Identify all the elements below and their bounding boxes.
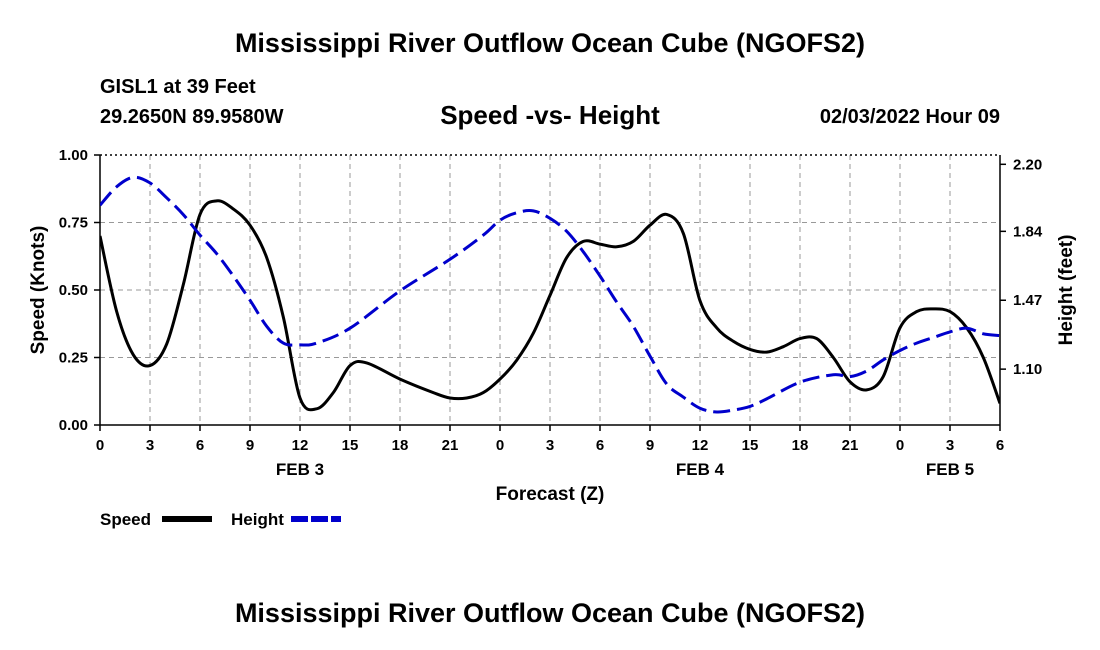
legend-height-label: Height xyxy=(231,510,284,529)
y-tick-label: 0.75 xyxy=(59,215,88,232)
day-label: FEB 4 xyxy=(676,460,725,479)
x-tick-label: 18 xyxy=(792,437,809,454)
x-tick-label: 0 xyxy=(96,437,104,454)
x-tick-label: 9 xyxy=(646,437,654,454)
x-tick-label: 0 xyxy=(496,437,504,454)
y-tick-label: 1.00 xyxy=(59,147,88,164)
y-tick-label: 0.50 xyxy=(59,282,88,299)
x-tick-label: 3 xyxy=(146,437,154,454)
x-tick-label: 3 xyxy=(946,437,954,454)
x-tick-label: 15 xyxy=(342,437,359,454)
station-coordinates: 29.2650N 89.9580W xyxy=(100,106,284,128)
day-label: FEB 5 xyxy=(926,460,974,479)
y-tick-label: 0.00 xyxy=(59,417,88,434)
y2-tick-label: 2.20 xyxy=(1013,156,1042,173)
y-tick-label: 0.25 xyxy=(59,350,88,367)
y2-axis-label: Height (feet) xyxy=(1056,235,1077,346)
x-tick-label: 21 xyxy=(842,437,859,454)
y-axis-label: Speed (Knots) xyxy=(28,226,49,355)
x-tick-label: 12 xyxy=(292,437,309,454)
x-tick-label: 21 xyxy=(442,437,459,454)
chart-subtitle: Speed -vs- Height xyxy=(440,100,660,130)
x-tick-label: 6 xyxy=(596,437,604,454)
chart-main-title: Mississippi River Outflow Ocean Cube (NG… xyxy=(234,28,866,58)
forecast-date: 02/03/2022 Hour 09 xyxy=(819,106,1000,128)
y2-tick-label: 1.84 xyxy=(1013,223,1043,240)
y2-tick-label: 1.10 xyxy=(1013,361,1042,378)
height-series-line xyxy=(100,175,1000,414)
x-tick-label: 3 xyxy=(546,437,554,454)
x-tick-label: 12 xyxy=(692,437,709,454)
legend-speed-label: Speed xyxy=(100,510,152,529)
legend-speed-swatch xyxy=(162,516,212,522)
legend-height-swatch xyxy=(291,516,341,522)
x-tick-label: 6 xyxy=(996,437,1004,454)
x-tick-label: 6 xyxy=(196,437,204,454)
x-axis-label: Forecast (Z) xyxy=(496,484,605,505)
x-tick-label: 9 xyxy=(246,437,254,454)
footer-title: Mississippi River Outflow Ocean Cube (NG… xyxy=(234,598,866,628)
y2-tick-label: 1.47 xyxy=(1013,292,1042,309)
speed-series-line xyxy=(100,199,1000,412)
x-tick-label: 18 xyxy=(392,437,409,454)
x-tick-label: 0 xyxy=(896,437,904,454)
x-tick-label: 15 xyxy=(742,437,759,454)
day-label: FEB 3 xyxy=(276,460,324,479)
station-name: GISL1 at 39 Feet xyxy=(100,76,256,98)
